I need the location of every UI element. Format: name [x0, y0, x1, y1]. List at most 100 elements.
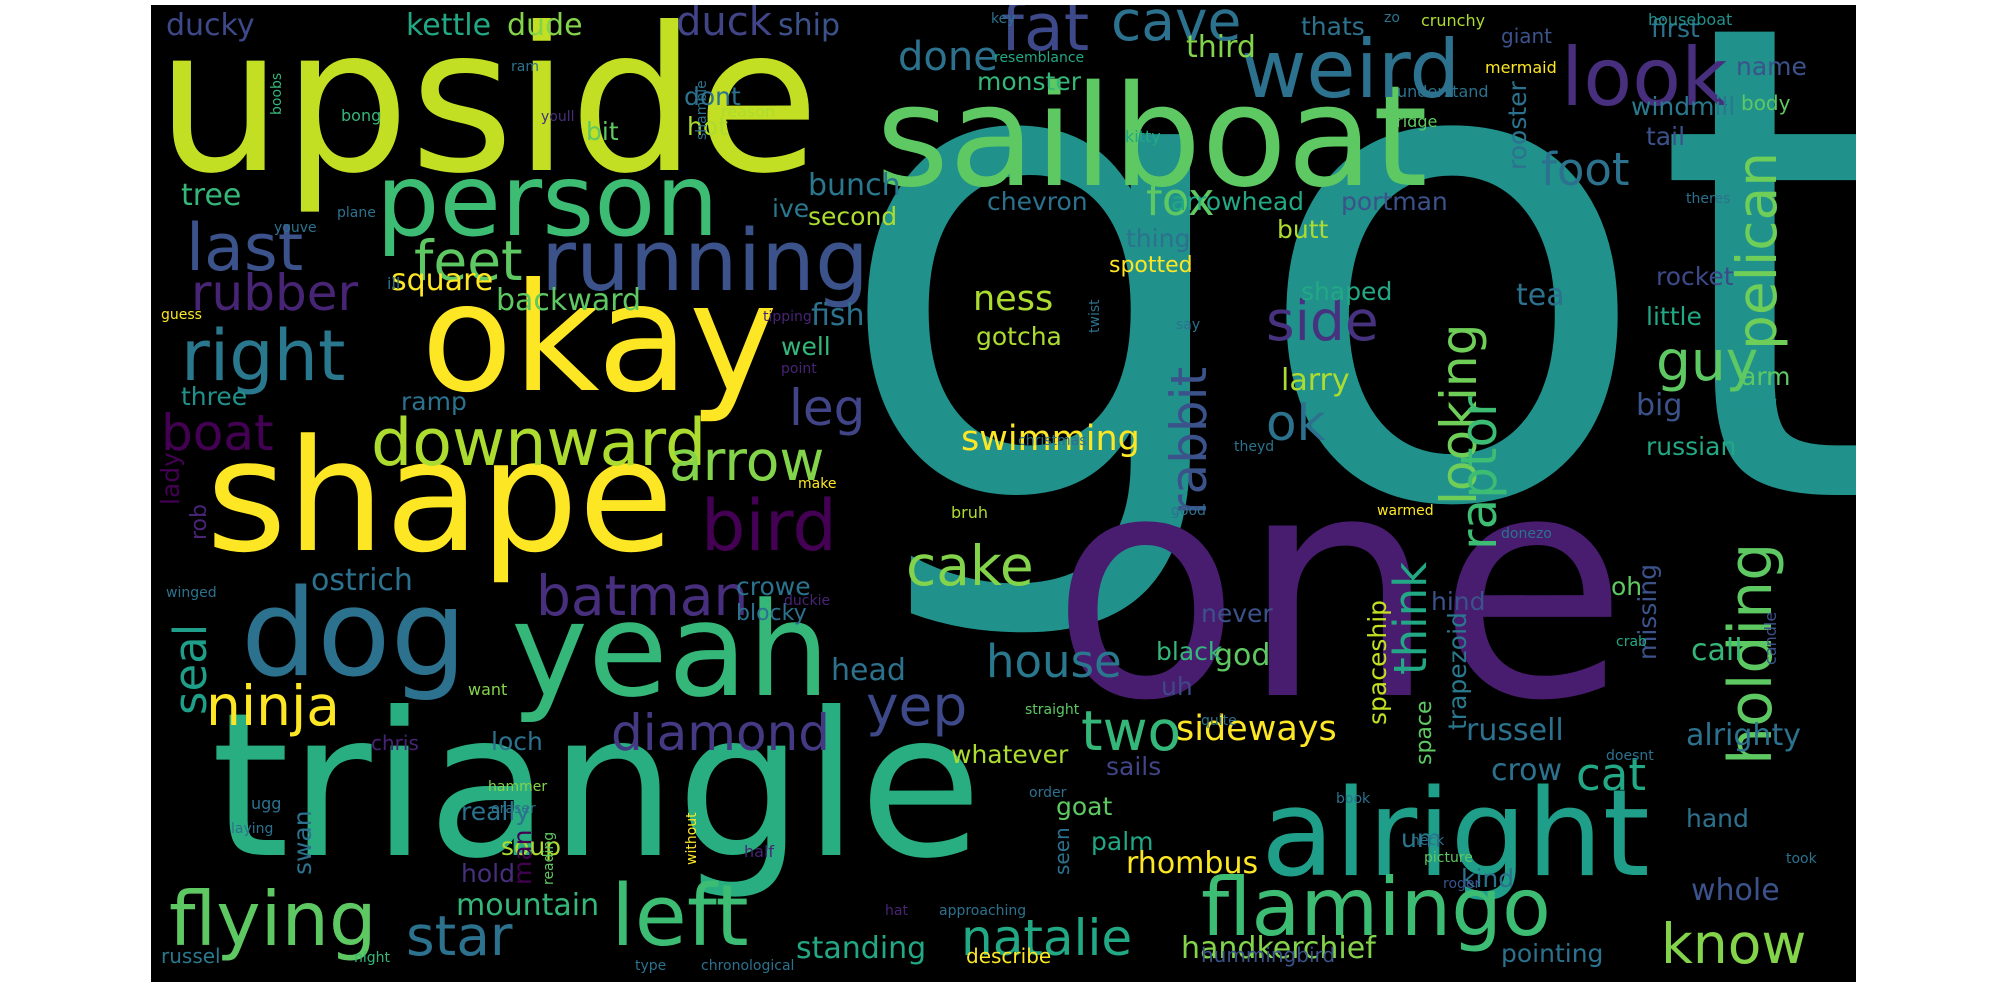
word-ill: ill: [387, 274, 400, 293]
word-took: took: [1786, 851, 1818, 867]
word-tree: tree: [181, 178, 241, 213]
word-god: god: [1214, 638, 1270, 673]
word-second: second: [808, 202, 897, 231]
word-third: third: [1186, 30, 1256, 65]
word-dog: dog: [241, 565, 467, 704]
word-cake: cake: [906, 534, 1034, 598]
word-name: name: [1736, 52, 1807, 81]
word-chris: chris: [371, 731, 419, 755]
word-spaceship: spaceship: [1363, 600, 1392, 725]
word-house: house: [986, 635, 1122, 688]
word-youve: youve: [274, 220, 317, 236]
word-twist: twist: [1087, 299, 1103, 333]
word-person: person: [376, 142, 719, 259]
word-book: book: [1336, 791, 1371, 807]
word-doesnt: doesnt: [1606, 748, 1654, 764]
word-butt: butt: [1277, 215, 1329, 244]
word-square: square: [391, 263, 493, 298]
word-shaped: shaped: [1301, 277, 1392, 306]
word-cave: cave: [1111, 5, 1241, 53]
word-tea: tea: [1516, 278, 1565, 313]
word-black: black: [1156, 637, 1223, 666]
word-well: well: [781, 332, 831, 361]
word-goat: goat: [1056, 792, 1112, 821]
word-hammer: hammer: [488, 779, 547, 795]
word-got: got: [831, 5, 1856, 651]
word-trapezoid: trapezoid: [1443, 612, 1472, 730]
word-crow: crow: [1491, 753, 1562, 788]
word-rhombus: rhombus: [1126, 846, 1258, 881]
word-standing: standing: [796, 931, 926, 966]
word-theres: theres: [1686, 191, 1730, 207]
word-really: really: [461, 797, 530, 826]
word-christmas: christmas: [1018, 433, 1087, 449]
word-boat: boat: [161, 404, 274, 462]
word-dont: dont: [684, 82, 741, 111]
word-kitty: kitty: [1125, 127, 1161, 146]
word-one: one: [1051, 408, 1628, 769]
word-head: head: [831, 653, 906, 688]
word-last: last: [186, 211, 303, 286]
word-night: night: [354, 950, 391, 966]
word-zo: zo: [1384, 10, 1400, 26]
word-key: key: [991, 11, 1016, 27]
word-donezo: donezo: [1501, 526, 1552, 542]
word-rubber: rubber: [191, 264, 358, 322]
word-alright: alright: [1261, 765, 1650, 904]
word-larry: larry: [1281, 363, 1350, 398]
word-guess: guess: [161, 307, 202, 323]
word-foot: foot: [1541, 143, 1630, 196]
word-space: space: [1412, 700, 1437, 765]
word-windmill: windmill: [1631, 92, 1735, 121]
word-running: running: [541, 212, 869, 311]
word-bit: bit: [586, 117, 619, 146]
word-chronological: chronological: [701, 958, 794, 974]
word-holding: holding: [1716, 543, 1786, 765]
word-eraser: eraser: [491, 801, 536, 817]
word-raptor: raptor: [1450, 396, 1508, 550]
word-know: know: [1661, 912, 1806, 976]
word-neck: neck: [1411, 833, 1445, 849]
word-ramp: ramp: [401, 387, 467, 416]
word-mermaid: mermaid: [1485, 58, 1557, 77]
word-okay: okay: [421, 252, 778, 426]
word-russell: russell: [1466, 713, 1564, 748]
word-backward: backward: [496, 283, 641, 318]
word-done: done: [898, 34, 998, 80]
word-cloud: got triangle upside one sailboat okay shape yea…: [151, 5, 1856, 982]
word-seen: seen: [1050, 827, 1074, 875]
word-resemblance: resemblance: [994, 50, 1084, 66]
word-now: now: [1736, 391, 1777, 415]
word-ugg: ugg: [251, 794, 281, 813]
word-little: little: [1646, 302, 1702, 331]
word-pelican: pelican: [1725, 152, 1789, 350]
word-whole: whole: [1691, 873, 1780, 908]
word-um: um: [1401, 824, 1441, 853]
word-seal: seal: [164, 624, 217, 715]
word-left: left: [611, 867, 749, 966]
word-arrowhead: arrowhead: [1171, 187, 1304, 216]
word-picture: picture: [1424, 850, 1473, 866]
word-swimming: swimming: [961, 419, 1140, 459]
word-laying: laying: [231, 821, 273, 837]
word-spotted: spotted: [1109, 253, 1193, 278]
word-hold: hold: [461, 859, 515, 888]
word-sideways: sideways: [1176, 709, 1337, 749]
word-straight: straight: [1025, 702, 1080, 718]
word-russian: russian: [1646, 432, 1736, 461]
word-plane: plane: [337, 205, 376, 221]
word-say: say: [1176, 317, 1200, 333]
word-ness: ness: [973, 279, 1053, 319]
word-looking: looking: [1430, 324, 1488, 505]
word-oh: oh: [1611, 572, 1642, 601]
word-bunch: bunch: [808, 168, 901, 203]
word-palm: palm: [1091, 827, 1154, 856]
word-two: two: [1081, 699, 1181, 763]
word-giant: giant: [1501, 24, 1552, 48]
word-handkerchief: handkerchief: [1181, 931, 1377, 966]
word-hummingbird: hummingbird: [1201, 943, 1335, 967]
word-tail: tail: [1646, 122, 1685, 151]
word-blocky: blocky: [736, 601, 807, 626]
word-hand: hand: [1686, 804, 1749, 833]
word-lady: lady: [156, 452, 185, 505]
